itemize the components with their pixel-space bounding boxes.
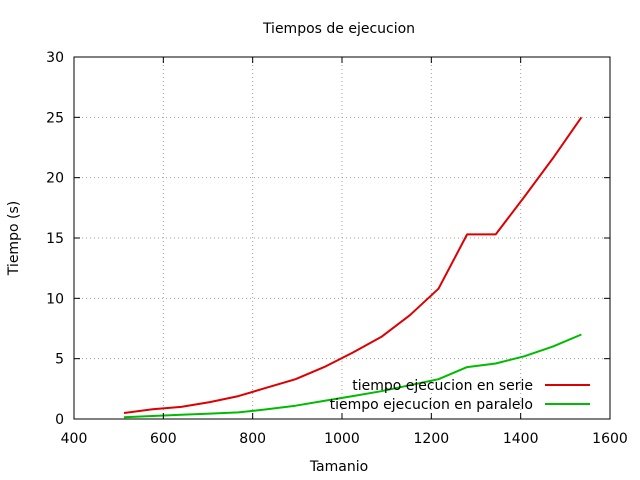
y-tick-label: 30 (46, 50, 64, 66)
x-tick-label: 1000 (324, 431, 360, 447)
y-tick-label: 5 (55, 352, 64, 368)
y-axis-label: Tiempo (s) (6, 201, 22, 276)
series-lines (123, 116, 583, 419)
y-tick-label: 20 (46, 171, 64, 187)
y-tick-label: 25 (46, 110, 64, 126)
x-tick-label: 400 (61, 431, 88, 447)
y-tick-label: 0 (55, 412, 64, 428)
x-axis-label: Tamanio (309, 459, 368, 475)
x-tick-label: 1200 (414, 431, 450, 447)
x-tick-label: 1600 (592, 431, 628, 447)
tick-labels: 400 600 800 1000 1200 1400 1600 0 5 10 15 20 25 30 (46, 50, 628, 447)
y-tick-label: 10 (46, 291, 64, 307)
grid-lines (74, 57, 610, 419)
series-line-serie (123, 116, 583, 414)
axis-ticks (73, 56, 611, 420)
legend-label-serie: tiempo ejecucion en serie (352, 378, 533, 394)
y-tick-label: 15 (46, 231, 64, 247)
legend: tiempo ejecucion en serie tiempo ejecuci… (330, 378, 590, 413)
x-tick-label: 1400 (503, 431, 539, 447)
x-tick-label: 600 (150, 431, 177, 447)
legend-label-paralelo: tiempo ejecucion en paralelo (330, 397, 533, 413)
x-tick-label: 800 (239, 431, 266, 447)
chart-title: Tiempos de ejecucion (262, 21, 415, 37)
series-line-paralelo (123, 333, 582, 419)
